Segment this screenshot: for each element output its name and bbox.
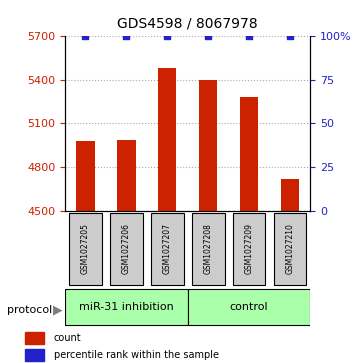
Text: GSM1027209: GSM1027209 <box>245 223 253 274</box>
Bar <box>199 80 217 211</box>
FancyBboxPatch shape <box>69 213 102 285</box>
Bar <box>25 332 44 344</box>
FancyBboxPatch shape <box>151 213 184 285</box>
Bar <box>158 68 177 211</box>
Text: percentile rank within the sample: percentile rank within the sample <box>54 350 219 360</box>
Point <box>205 33 211 39</box>
FancyBboxPatch shape <box>110 213 143 285</box>
Text: GDS4598 / 8067978: GDS4598 / 8067978 <box>117 17 258 30</box>
Text: ▶: ▶ <box>53 304 62 317</box>
Point <box>83 33 88 39</box>
FancyBboxPatch shape <box>192 213 225 285</box>
Bar <box>117 140 136 211</box>
Point <box>287 33 293 39</box>
FancyBboxPatch shape <box>274 213 306 285</box>
FancyBboxPatch shape <box>233 213 265 285</box>
Text: GSM1027207: GSM1027207 <box>163 223 172 274</box>
Text: miR-31 inhibition: miR-31 inhibition <box>79 302 174 312</box>
Bar <box>281 179 299 211</box>
Text: GSM1027208: GSM1027208 <box>204 223 213 274</box>
Text: GSM1027206: GSM1027206 <box>122 223 131 274</box>
Text: control: control <box>230 302 268 312</box>
Text: GSM1027205: GSM1027205 <box>81 223 90 274</box>
FancyBboxPatch shape <box>188 289 310 325</box>
FancyBboxPatch shape <box>65 289 188 325</box>
Point <box>164 33 170 39</box>
Point <box>246 33 252 39</box>
Text: count: count <box>54 333 82 343</box>
Bar <box>76 141 95 211</box>
Text: protocol: protocol <box>7 305 52 315</box>
Text: GSM1027210: GSM1027210 <box>286 223 295 274</box>
Bar <box>240 97 258 211</box>
Bar <box>25 349 44 361</box>
Point <box>123 33 129 39</box>
